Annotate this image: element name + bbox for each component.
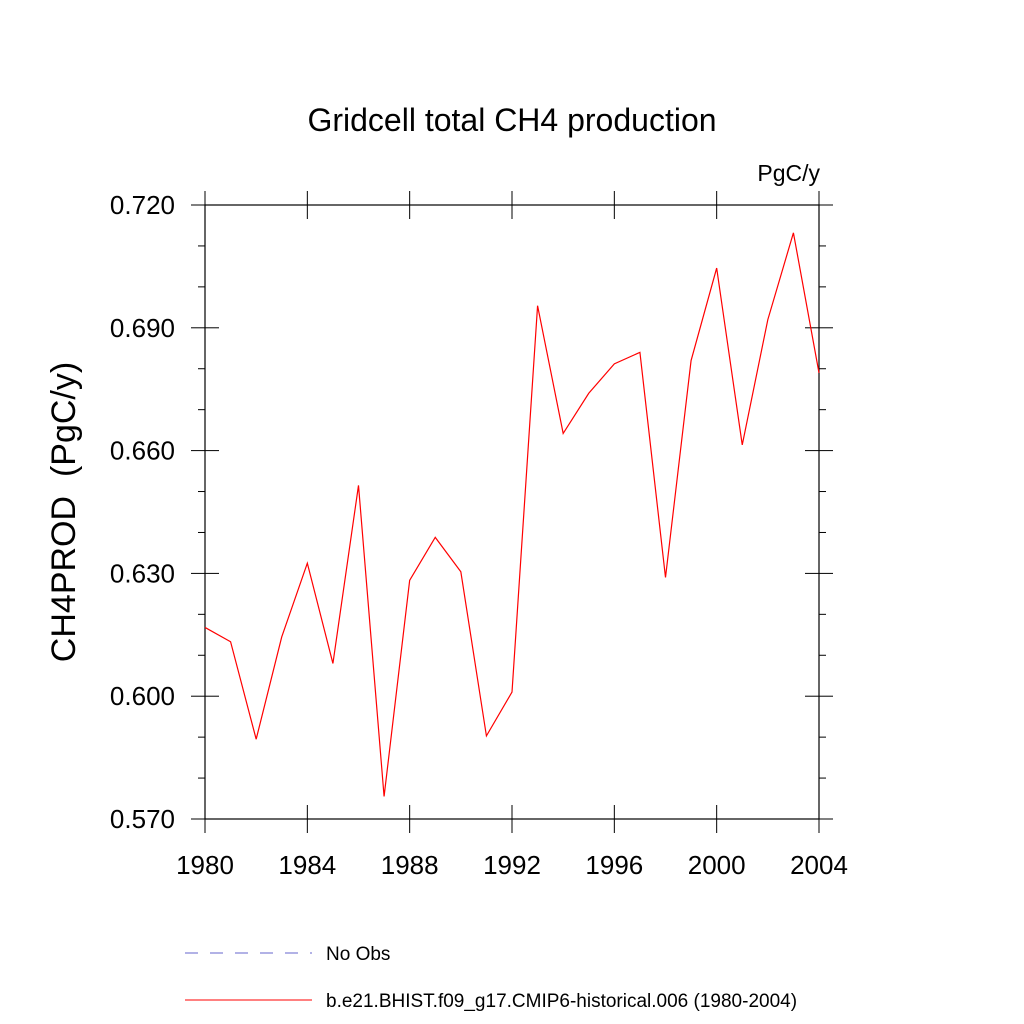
data-point: [818, 371, 821, 374]
y-tick-label: 0.600: [110, 681, 175, 711]
legend: No Obs b.e21.BHIST.f09_g17.CMIP6-historic…: [185, 944, 797, 1012]
y-tick-label: 0.690: [110, 313, 175, 343]
y-tick-label: 0.570: [110, 804, 175, 834]
y-tick-label: 0.630: [110, 558, 175, 588]
series-layer: [204, 231, 821, 798]
data-point: [664, 576, 667, 579]
data-point: [536, 304, 539, 307]
data-point: [485, 734, 488, 737]
legend-label: No Obs: [326, 944, 390, 965]
chart-title: Gridcell total CH4 production: [307, 102, 716, 138]
data-point: [306, 562, 309, 565]
x-tick-label: 1988: [381, 850, 439, 880]
data-point: [357, 484, 360, 487]
data-point: [766, 318, 769, 321]
ticks-layer: 1980 1984 1988 1992 1996 2000 2004 0.570 0.600 0.…: [110, 190, 848, 880]
data-point: [383, 795, 386, 798]
data-point: [792, 231, 795, 234]
data-point: [690, 359, 693, 362]
x-tick-label: 2000: [688, 850, 746, 880]
data-point: [511, 691, 514, 694]
legend-label: b.e21.BHIST.f09_g17.CMIP6-historical.006…: [326, 991, 797, 1012]
x-tick-label: 1996: [585, 850, 643, 880]
data-point: [229, 640, 232, 643]
data-point: [434, 536, 437, 539]
data-point: [715, 267, 718, 270]
x-tick-label: 1992: [483, 850, 541, 880]
y-axis-label: CH4PROD (PgC/y): [45, 362, 83, 662]
data-point: [587, 392, 590, 395]
data-point: [204, 626, 207, 629]
data-point: [562, 432, 565, 435]
data-point: [255, 738, 258, 741]
x-tick-label: 1984: [278, 850, 336, 880]
x-tick-label: 2004: [790, 850, 848, 880]
units-label: PgC/y: [757, 160, 820, 186]
data-point: [459, 570, 462, 573]
y-tick-label: 0.660: [110, 436, 175, 466]
data-point: [280, 635, 283, 638]
data-point: [331, 662, 334, 665]
data-point: [408, 579, 411, 582]
series-line: [204, 232, 820, 797]
data-point: [741, 443, 744, 446]
plot-frame: [204, 204, 820, 820]
x-tick-label: 1980: [176, 850, 234, 880]
data-point: [613, 362, 616, 365]
data-point: [638, 351, 641, 354]
y-tick-label: 0.720: [110, 190, 175, 220]
